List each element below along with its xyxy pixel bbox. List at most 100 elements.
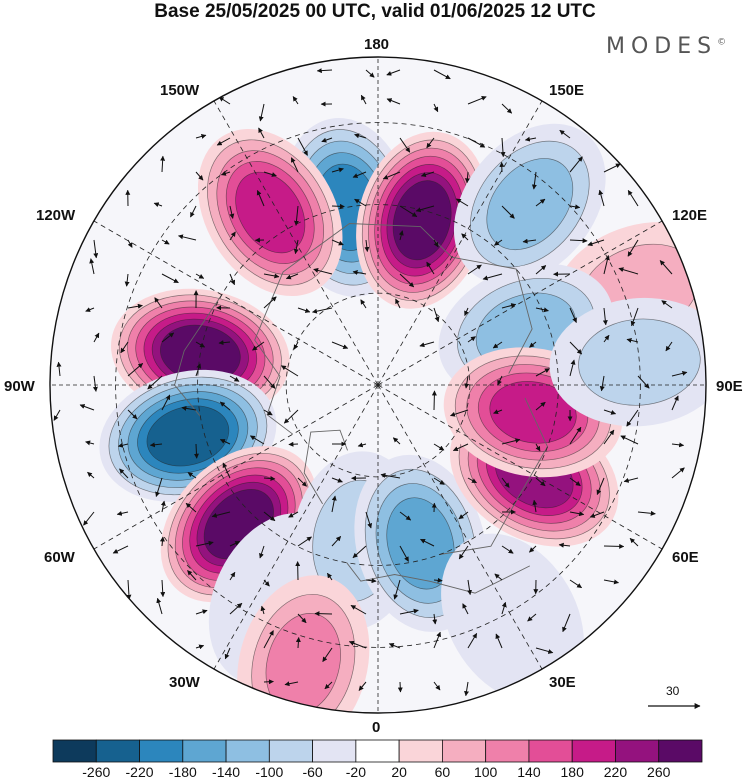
brand-mark: ©: [717, 37, 727, 48]
wind-arrow: [229, 541, 241, 547]
wind-arrow: [531, 171, 537, 190]
wind-arrow: [482, 273, 503, 281]
wind-arrow: [433, 103, 439, 113]
wind-arrow: [415, 205, 435, 213]
wind-arrow: [290, 157, 299, 173]
colorbar-tick-label: -20: [345, 764, 366, 780]
wind-arrow: [420, 171, 435, 178]
wind-arrow: [229, 273, 236, 286]
wind-arrow: [124, 273, 130, 287]
colorbar-tick-label: -60: [302, 764, 323, 780]
wind-arrow: [190, 205, 197, 218]
wind-arrow: [433, 577, 443, 583]
wind-arrow: [322, 647, 333, 663]
wind-arrow: [256, 190, 265, 207]
wind-arrow: [92, 375, 98, 392]
lon-label-0: 0: [372, 719, 381, 736]
wind-arrow: [161, 273, 179, 284]
colorbar-swatch: [571, 739, 616, 763]
wind-arrow: [263, 511, 276, 522]
wind-arrow: [195, 609, 208, 615]
wind-arrow: [229, 231, 236, 241]
wind-arrow: [535, 368, 550, 377]
wind-arrow: [433, 681, 441, 691]
wind-arrow: [598, 189, 605, 207]
wind-arrow: [331, 239, 344, 246]
wind-arrow: [56, 361, 62, 377]
wind-arrow: [569, 204, 581, 210]
wind-arrow: [293, 341, 299, 350]
wind-arrow: [497, 375, 503, 386]
wind-arrow: [263, 171, 277, 177]
wind-arrow: [360, 94, 367, 105]
wind-arrow: [187, 472, 197, 479]
wind-arrow: [420, 538, 435, 547]
anomaly-contour-fill: [489, 381, 577, 444]
wind-arrow: [149, 442, 163, 448]
wind-arrow: [127, 363, 144, 377]
wind-arrow: [147, 375, 163, 390]
wind-arrow: [467, 579, 473, 596]
wind-arrow: [532, 499, 538, 513]
wind-arrow: [399, 273, 415, 288]
colorbar-swatch: [485, 739, 530, 763]
wind-arrow: [193, 443, 199, 459]
wind-arrow: [263, 375, 276, 389]
wind-arrow: [603, 543, 625, 549]
wind-arrow: [467, 632, 478, 649]
wind-arrow: [365, 511, 373, 529]
wind-arrow: [229, 375, 240, 382]
meridian-line: [88, 384, 379, 553]
wind-arrow: [293, 239, 299, 255]
wind-arrow: [618, 267, 639, 275]
wind-arrow: [331, 477, 343, 483]
wind-arrow: [494, 573, 503, 581]
coastline: [174, 294, 223, 417]
wind-arrow: [258, 127, 265, 139]
wind-arrow: [153, 202, 163, 208]
meridian-line: [377, 384, 668, 553]
lon-label-60e: 60E: [672, 549, 699, 566]
wind-arrow: [263, 579, 270, 587]
wind-arrow: [433, 307, 440, 323]
wind-arrow: [569, 359, 576, 377]
wind-arrow: [397, 681, 403, 693]
wind-arrow: [524, 136, 537, 142]
colorbar-tick-label: 140: [517, 764, 541, 780]
wind-arrow: [112, 545, 129, 554]
wind-arrow: [501, 438, 521, 445]
wind-arrow: [603, 255, 610, 275]
coastline: [346, 562, 531, 594]
wind-arrow: [161, 332, 175, 343]
wind-vectors: [53, 68, 688, 697]
wind-arrow: [258, 103, 265, 122]
colorbar-swatch: [355, 739, 400, 763]
colorbar-swatch: [95, 739, 140, 763]
wind-arrow: [83, 511, 95, 526]
wind-arrow: [187, 570, 197, 581]
wind-arrow: [464, 681, 469, 697]
coastline: [254, 223, 533, 435]
wind-arrow: [331, 167, 344, 173]
wind-arrow: [195, 171, 204, 181]
reference-vector-label: 30: [666, 684, 680, 698]
wind-arrow: [399, 608, 419, 615]
wind-arrow: [587, 239, 605, 247]
wind-arrow: [467, 336, 476, 343]
wind-arrow: [229, 205, 235, 219]
wind-arrow: [501, 601, 507, 615]
anomaly-contour-fill: [235, 171, 306, 254]
wind-arrow: [392, 437, 401, 445]
wind-arrow: [493, 409, 503, 414]
wind-arrow: [178, 234, 197, 241]
colorbar-swatch: [225, 739, 270, 763]
wind-arrow: [185, 502, 197, 513]
wind-arrow: [297, 307, 311, 313]
wind-arrow: [331, 536, 342, 547]
wind-arrow: [348, 640, 367, 649]
wind-arrow: [285, 273, 299, 280]
wind-arrow: [127, 239, 133, 248]
wind-arrow: [195, 644, 205, 650]
wind-arrow: [432, 613, 438, 625]
